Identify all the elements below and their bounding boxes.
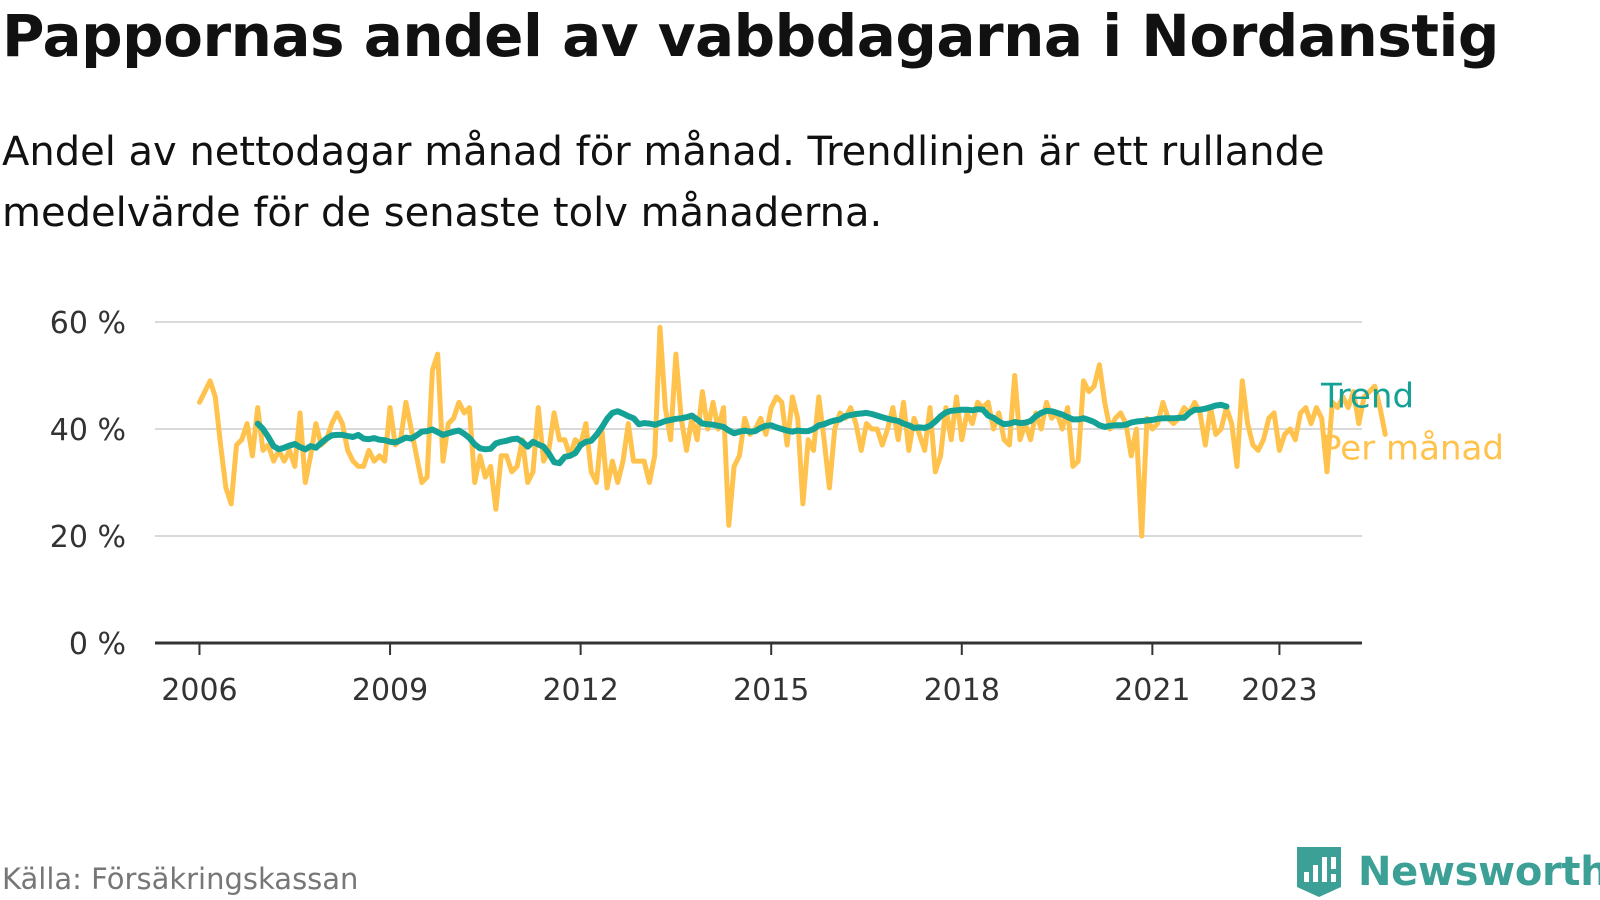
series-lines — [197, 324, 1388, 539]
x-tick-label: 2006 — [161, 673, 237, 708]
chart-subtitle: Andel av nettodagar månad för månad. Tre… — [2, 129, 1325, 236]
x-tick-label: 2023 — [1241, 673, 1317, 708]
gridlines — [155, 321, 1362, 645]
x-tick-label: 2012 — [542, 673, 618, 708]
trend-end-label: Trend — [1320, 377, 1414, 417]
source-note: Källa: Försäkringskassan — [2, 862, 359, 896]
x-tick-label: 2018 — [924, 673, 1000, 708]
x-tick-label: 2009 — [352, 673, 428, 708]
newsworthy-logo-icon — [1297, 847, 1341, 897]
y-tick-label: 60 % — [50, 306, 126, 341]
x-tick-label: 2015 — [733, 673, 809, 708]
monthly-end-label: Per månad — [1321, 428, 1504, 468]
chart-title: Pappornas andel av vabbdagarna i Nordans… — [2, 2, 1499, 70]
brand-logo[interactable]: Newsworthy — [1294, 844, 1600, 900]
x-axis-ticks: 2006 2009 2012 2015 2018 2021 2023 — [161, 643, 1318, 708]
y-tick-label: 20 % — [50, 520, 126, 555]
series-end-labels: Per månad Trend — [1320, 377, 1504, 469]
y-tick-label: 0 % — [69, 627, 126, 662]
trend-series-line — [254, 401, 1230, 467]
brand-name: Newsworthy — [1358, 849, 1600, 895]
y-axis-ticks: 0 % 20 % 40 % 60 % — [50, 306, 126, 662]
x-tick-label: 2021 — [1114, 673, 1190, 708]
y-tick-label: 40 % — [50, 413, 126, 448]
